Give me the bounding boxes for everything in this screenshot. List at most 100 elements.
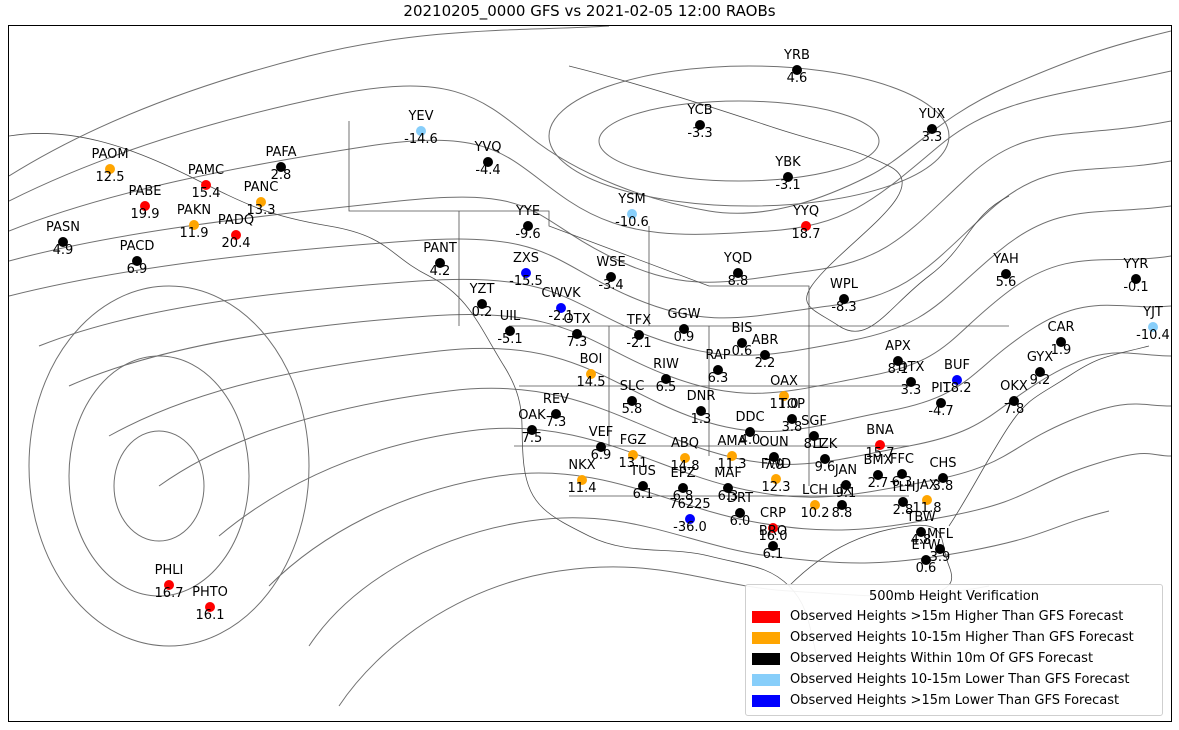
station-value-label: 15.4 (191, 186, 221, 201)
station-value-label: -36.0 (673, 520, 707, 535)
contour-loop (28, 285, 310, 647)
station-marker (695, 120, 705, 130)
station-id-label: ZXS (512, 251, 540, 266)
station-id-label: PIT (931, 381, 951, 396)
station-marker (696, 406, 706, 416)
station-id-label: BRO (758, 524, 788, 539)
coastline (568, 65, 1010, 332)
station-value-label: 16.7 (154, 586, 184, 601)
station-marker (1009, 396, 1019, 406)
station-value-label: 11.3 (717, 457, 747, 472)
station-value-label: -8.3 (831, 300, 857, 315)
station-value-label: 5.8 (621, 402, 643, 417)
border (514, 445, 909, 497)
station-value-label: -4.4 (475, 163, 501, 178)
station-marker (837, 500, 847, 510)
station-marker (839, 294, 849, 304)
station-id-label: BOI (579, 352, 603, 367)
station-id-label: PADQ (217, 213, 255, 228)
station-marker (256, 197, 266, 207)
station-id-label: YYE (515, 204, 541, 219)
station-id-label: PAKN (176, 203, 212, 218)
station-marker (723, 483, 733, 493)
chart-title: 20210205_0000 GFS vs 2021-02-05 12:00 RA… (403, 2, 776, 20)
station-value-label: 19.9 (130, 207, 160, 222)
station-value-label: 9.2 (1029, 373, 1051, 388)
station-id-label: LIX (832, 483, 852, 498)
station-id-label: CRP (760, 506, 786, 521)
station-value-label: 7.5 (521, 431, 543, 446)
station-value-label: 0.6 (915, 561, 937, 576)
contour-line (38, 205, 1171, 356)
station-value-label: 8.1 (887, 362, 909, 377)
legend-label: Observed Heights Within 10m Of GFS Forec… (790, 651, 1094, 666)
map-area (8, 25, 1172, 722)
station-id-label: SGF (801, 414, 827, 429)
station-value-label: 6.1 (762, 547, 784, 562)
station-value-label: 12.5 (95, 170, 125, 185)
station-value-label: -10.4 (1136, 328, 1170, 343)
contour-line (218, 403, 1171, 537)
contour-line (268, 453, 1171, 587)
station-marker (727, 451, 737, 461)
station-value-label: 4.2 (429, 264, 451, 279)
legend-label: Observed Heights 10-15m Lower Than GFS F… (790, 672, 1130, 687)
station-marker (132, 256, 142, 266)
station-value-label: -4.7 (928, 404, 954, 419)
station-value-label: 2.7 (867, 476, 889, 491)
station-value-label: 4.0 (739, 433, 761, 448)
station-marker (1056, 337, 1066, 347)
station-marker (935, 544, 945, 554)
station-id-label: FGZ (619, 433, 647, 448)
station-value-label: 3.8 (932, 479, 954, 494)
station-id-label: PHTO (192, 585, 228, 600)
station-value-label: 18.2 (942, 381, 972, 396)
station-value-label: 6.8 (672, 489, 694, 504)
station-id-label: OAK (518, 408, 546, 423)
station-id-label: YSM (618, 192, 646, 207)
station-marker (801, 221, 811, 231)
station-id-label: GGW (667, 307, 701, 322)
station-marker (505, 326, 515, 336)
station-id-label: 76225 (669, 497, 711, 512)
station-id-label: MAF (714, 466, 742, 481)
station-id-label: DTX (897, 360, 925, 375)
legend-item: Observed Heights 10-15m Higher Than GFS … (746, 627, 1162, 648)
contour-line (9, 120, 1171, 283)
station-value-label: 9.1 (835, 486, 857, 501)
legend-item: Observed Heights >15m Higher Than GFS Fo… (746, 606, 1162, 627)
station-value-label: 1.9 (1050, 343, 1072, 358)
contour-line (68, 255, 1171, 394)
station-value-label: 14.8 (670, 459, 700, 474)
station-marker (231, 230, 241, 240)
station-value-label: 14.5 (576, 375, 606, 390)
station-value-label: 6.0 (729, 514, 751, 529)
station-value-label: -10.6 (615, 215, 649, 230)
station-value-label: 8.8 (727, 274, 749, 289)
station-id-label: EPZ (670, 466, 696, 481)
station-id-label: YYR (1123, 257, 1149, 272)
station-value-label: 7.3 (545, 415, 567, 430)
station-marker (551, 409, 561, 419)
legend-item: Observed Heights Within 10m Of GFS Forec… (746, 648, 1162, 669)
station-value-label: 6.5 (655, 380, 677, 395)
station-id-label: RAP (705, 348, 731, 363)
station-marker (768, 523, 778, 533)
station-marker (768, 541, 778, 551)
station-marker (606, 272, 616, 282)
station-id-label: JAX (916, 478, 938, 493)
station-marker (596, 442, 606, 452)
legend-label: Observed Heights >15m Lower Than GFS For… (790, 693, 1120, 708)
station-id-label: OAX (770, 374, 798, 389)
station-id-label: CAR (1047, 320, 1075, 335)
station-value-label: 6.9 (126, 262, 148, 277)
station-marker (906, 377, 916, 387)
station-marker (927, 124, 937, 134)
station-marker (661, 374, 671, 384)
station-marker (201, 180, 211, 190)
station-value-label: -14.6 (404, 132, 438, 147)
station-id-label: YVQ (474, 140, 502, 155)
station-marker (189, 220, 199, 230)
station-value-label: 13.1 (618, 456, 648, 471)
station-marker (627, 396, 637, 406)
